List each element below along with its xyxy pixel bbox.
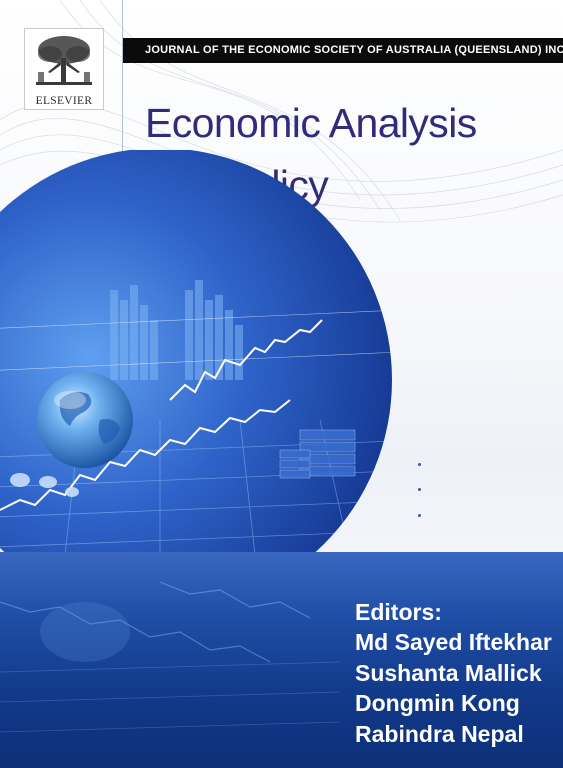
publisher-name: ELSEVIER: [25, 95, 103, 107]
journal-title-line1: Economic Analysis: [145, 103, 477, 144]
editors-block: Editors: Md Sayed Iftekhar Sushanta Mall…: [355, 597, 552, 749]
editor-name: Md Sayed Iftekhar: [355, 627, 552, 657]
globe-icon: [37, 372, 133, 468]
decorative-dot: [418, 514, 421, 517]
decorative-dot: [418, 488, 421, 491]
decorative-dot: [418, 463, 421, 466]
journal-society-line: JOURNAL OF THE ECONOMIC SOCIETY OF AUSTR…: [123, 38, 563, 63]
publisher-logo: ELSEVIER: [24, 28, 104, 110]
elsevier-tree-icon: [30, 32, 98, 90]
editor-name: Dongmin Kong: [355, 688, 552, 718]
editor-name: Rabindra Nepal: [355, 719, 552, 749]
hero-illustration: [0, 150, 563, 570]
editor-name: Sushanta Mallick: [355, 658, 552, 688]
editors-heading: Editors:: [355, 597, 552, 627]
